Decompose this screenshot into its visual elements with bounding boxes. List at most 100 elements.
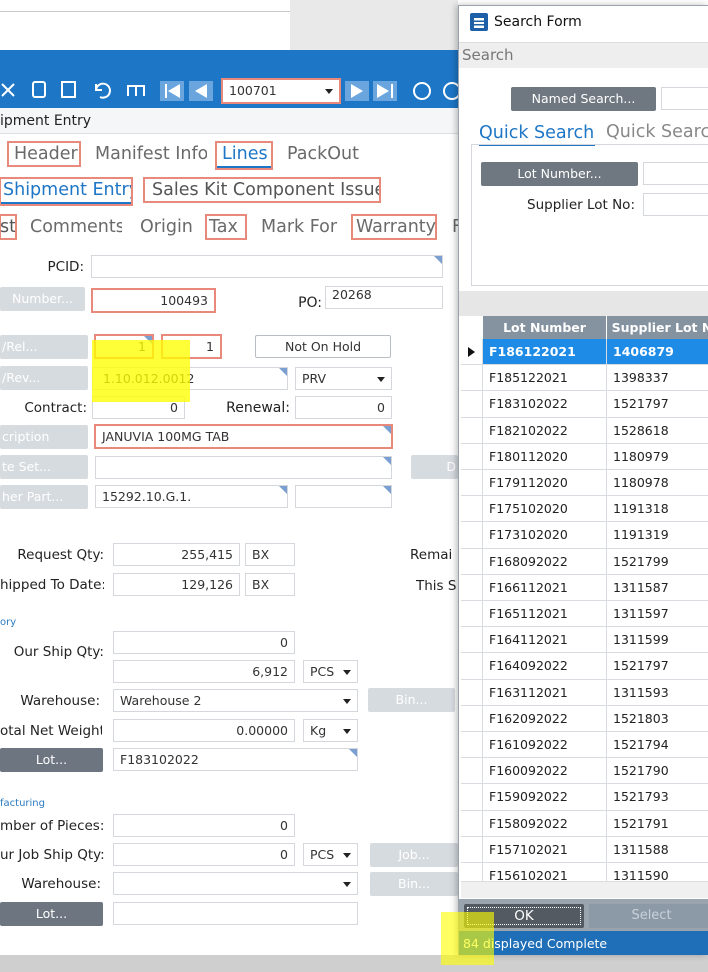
input[interactable]: BX: [245, 573, 295, 596]
tab[interactable]: Quick Searc: [606, 122, 708, 142]
cell[interactable]: F166112021: [483, 574, 607, 601]
subtab[interactable]: Shipment Entry: [0, 177, 133, 206]
input[interactable]: 0: [113, 814, 295, 837]
button[interactable]: Not On Hold: [255, 335, 391, 358]
record-combo[interactable]: 100701: [221, 78, 341, 104]
row-header[interactable]: [461, 365, 483, 392]
button[interactable]: /Rel...: [0, 335, 88, 359]
row-header[interactable]: [461, 705, 483, 732]
detail-tab[interactable]: Warranty: [351, 214, 437, 240]
row-header[interactable]: [461, 836, 483, 863]
cell[interactable]: 1521790: [607, 758, 708, 785]
cell[interactable]: F159092022: [483, 784, 607, 811]
detail-tab[interactable]: F: [452, 217, 460, 237]
cell[interactable]: 1180979: [607, 444, 708, 470]
input[interactable]: 100493: [91, 288, 216, 313]
row-header[interactable]: [461, 574, 483, 601]
icon-cut[interactable]: [1, 83, 15, 97]
cell[interactable]: F183102022: [483, 391, 607, 418]
cell[interactable]: F164112021: [483, 627, 607, 654]
cell[interactable]: 1521797: [607, 391, 708, 418]
cell[interactable]: 1311599: [607, 627, 708, 654]
icon-back[interactable]: [413, 82, 431, 100]
row-header[interactable]: [461, 784, 483, 811]
cell[interactable]: F173102020: [483, 522, 607, 549]
input[interactable]: 0: [295, 396, 392, 419]
row-header[interactable]: [461, 810, 483, 837]
cell[interactable]: F158092022: [483, 810, 607, 837]
select[interactable]: Kg: [303, 719, 358, 742]
icon-undo[interactable]: [95, 82, 111, 99]
button[interactable]: Lot...: [0, 902, 103, 926]
row-header[interactable]: [461, 417, 483, 444]
cell[interactable]: F185122021: [483, 365, 607, 392]
detail-tab[interactable]: Tax: [205, 214, 247, 240]
button[interactable]: D: [411, 455, 458, 479]
input[interactable]: [113, 902, 358, 925]
icon-forward[interactable]: [443, 82, 458, 100]
row-header[interactable]: [461, 627, 483, 654]
icon-search[interactable]: [127, 85, 145, 96]
cell[interactable]: F160092022: [483, 758, 607, 785]
button[interactable]: te Set...: [0, 455, 88, 479]
input[interactable]: 129,126: [113, 573, 240, 596]
input[interactable]: 0: [113, 843, 295, 866]
select[interactable]: PCS: [303, 660, 358, 683]
cell[interactable]: F186122021: [483, 339, 607, 366]
button[interactable]: Lot...: [0, 748, 103, 772]
cell[interactable]: F161092022: [483, 732, 607, 759]
input[interactable]: [91, 255, 443, 278]
select[interactable]: PCS: [303, 843, 358, 866]
select[interactable]: PRV: [295, 367, 392, 390]
row-header[interactable]: [461, 470, 483, 497]
detail-tab[interactable]: Origin: [140, 217, 192, 237]
cell[interactable]: F162092022: [483, 705, 607, 732]
input[interactable]: 15292.10.G.1.: [95, 485, 288, 508]
cell[interactable]: 1191319: [607, 522, 708, 549]
row-header[interactable]: [461, 732, 483, 759]
input[interactable]: [95, 456, 392, 479]
cell[interactable]: F182102022: [483, 417, 607, 444]
cell[interactable]: 1521791: [607, 811, 708, 837]
input[interactable]: F183102022: [113, 748, 358, 771]
button[interactable]: Named Search...: [511, 87, 656, 111]
button[interactable]: Job...: [370, 843, 458, 867]
cell[interactable]: 1311597: [607, 601, 708, 628]
input[interactable]: [643, 193, 708, 216]
button[interactable]: Lot Number...: [481, 162, 638, 186]
row-header[interactable]: [461, 653, 483, 680]
cell[interactable]: 1180978: [607, 470, 708, 497]
input[interactable]: [295, 485, 392, 508]
input[interactable]: 255,415: [113, 543, 240, 566]
button[interactable]: cription: [0, 425, 88, 449]
row-header[interactable]: [461, 548, 483, 575]
cell[interactable]: 1521794: [607, 732, 708, 759]
button[interactable]: Select: [589, 904, 708, 928]
input[interactable]: BX: [245, 543, 295, 566]
detail-tab[interactable]: Mark For: [261, 217, 338, 237]
tab[interactable]: Lines: [215, 141, 273, 170]
cell[interactable]: 1406879: [607, 339, 708, 366]
button[interactable]: Number...: [0, 287, 85, 311]
icon-paste[interactable]: [61, 81, 76, 98]
input[interactable]: JANUVIA 100MG TAB: [94, 424, 393, 449]
button[interactable]: Bin...: [370, 872, 458, 896]
tab[interactable]: PackOut: [287, 144, 359, 164]
cell[interactable]: F165112021: [483, 601, 607, 628]
cell[interactable]: F175102020: [483, 496, 607, 523]
detail-tab[interactable]: Comments: [30, 217, 122, 237]
input[interactable]: 6,912: [113, 660, 295, 683]
cell[interactable]: F164092022: [483, 653, 607, 680]
cell[interactable]: 1311587: [607, 575, 708, 601]
row-header[interactable]: [461, 339, 483, 366]
cell[interactable]: 1528618: [607, 418, 708, 444]
input[interactable]: 0.00000: [113, 719, 295, 742]
cell[interactable]: 1521793: [607, 784, 708, 811]
tab[interactable]: Manifest Info: [95, 144, 207, 164]
detail-tab[interactable]: st: [0, 214, 17, 240]
cell[interactable]: F180112020: [483, 443, 607, 470]
icon-copy[interactable]: [32, 81, 46, 98]
column-header[interactable]: Supplier Lot N: [607, 316, 708, 339]
select[interactable]: Warehouse 2: [113, 689, 358, 712]
row-header[interactable]: [461, 496, 483, 523]
